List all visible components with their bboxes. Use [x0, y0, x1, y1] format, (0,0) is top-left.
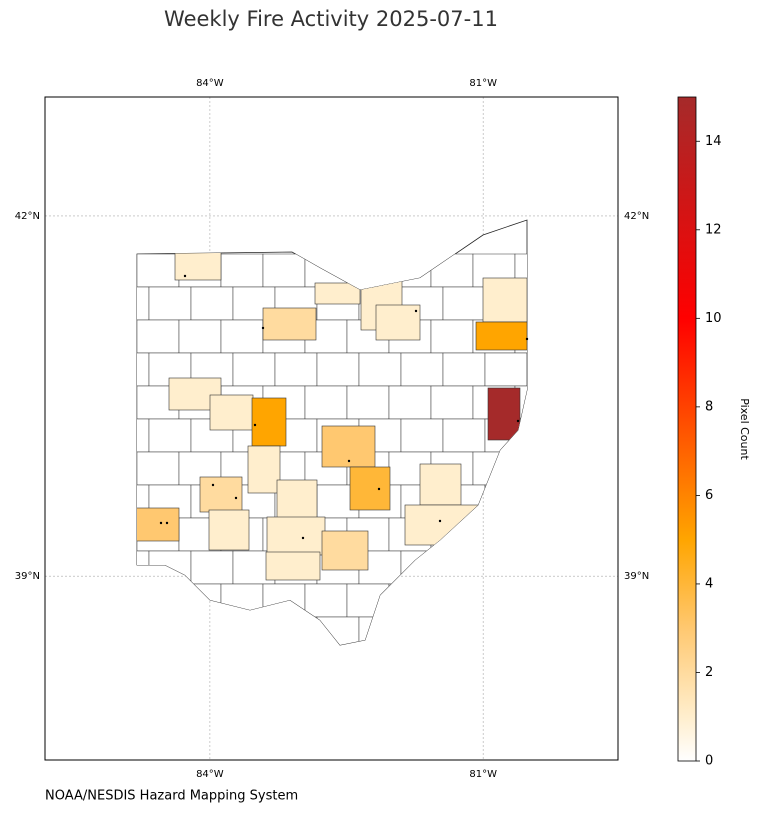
county: [304, 583, 348, 618]
county: [430, 319, 474, 354]
county-fire: [321, 530, 369, 571]
county: [137, 253, 180, 288]
county-fire: [247, 445, 281, 494]
county: [262, 253, 306, 288]
county-fire: [262, 307, 317, 341]
county: [442, 286, 486, 321]
county: [190, 286, 234, 321]
county-fire: [266, 516, 326, 556]
county-fire: [137, 507, 180, 542]
county: [220, 253, 264, 288]
county: [148, 286, 192, 321]
colorbar-tick-label: 12: [705, 222, 722, 237]
county: [346, 385, 390, 420]
lon-label-bottom: 84°W: [196, 769, 224, 780]
county: [442, 352, 486, 387]
colorbar-tick-label: 14: [705, 134, 722, 149]
lon-label-bottom: 81°W: [469, 769, 497, 780]
fire-detection: [261, 326, 265, 330]
county: [274, 352, 318, 387]
lat-label-right: 39°N: [624, 571, 649, 582]
fire-detection: [183, 274, 187, 278]
county: [137, 451, 180, 486]
county-fire: [375, 304, 421, 341]
county: [190, 550, 234, 585]
map-title: Weekly Fire Activity 2025-07-11: [164, 7, 498, 31]
colorbar-tick-label: 2: [705, 665, 713, 680]
fire-detection: [438, 519, 442, 523]
lon-label-top: 84°W: [196, 78, 224, 89]
fire-detection: [414, 309, 418, 313]
county: [484, 352, 527, 387]
county-fire: [419, 463, 462, 506]
county-fire: [208, 509, 250, 551]
fire-detection: [516, 419, 520, 423]
colorbar-label: Pixel Count: [738, 398, 751, 460]
county: [148, 418, 192, 453]
lat-label-left: 39°N: [15, 571, 40, 582]
fire-detection: [165, 521, 169, 525]
fire-detection: [301, 536, 305, 540]
county-fire: [314, 282, 361, 305]
colorbar-tick-label: 10: [705, 311, 722, 326]
fire-detection: [211, 483, 215, 487]
county-fire: [482, 277, 527, 323]
county: [316, 352, 360, 387]
county: [220, 319, 264, 354]
fire-detection: [377, 487, 381, 491]
county: [358, 352, 402, 387]
county: [430, 385, 474, 420]
lat-label-right: 42°N: [624, 211, 649, 222]
county-fire: [487, 387, 521, 441]
county-fire: [475, 321, 527, 351]
fire-detection: [347, 459, 351, 463]
county-fire: [209, 394, 254, 431]
map-frame: [44, 96, 619, 761]
county: [400, 352, 444, 387]
county: [400, 418, 444, 453]
county: [388, 385, 432, 420]
colorbar-tick-label: 4: [705, 576, 713, 591]
county: [178, 319, 222, 354]
county: [442, 418, 486, 453]
colorbar-tick-label: 0: [705, 754, 713, 769]
fire-detection: [234, 496, 238, 500]
colorbar-tick-label: 6: [705, 488, 713, 503]
county-fire: [276, 479, 318, 521]
county-fire: [349, 466, 391, 511]
county-fire: [174, 251, 222, 281]
lat-label-left: 42°N: [15, 211, 40, 222]
county-fire: [251, 397, 287, 447]
county: [137, 319, 180, 354]
colorbar: [677, 96, 697, 762]
fire-detection: [253, 423, 257, 427]
source-note: NOAA/NESDIS Hazard Mapping System: [45, 789, 298, 804]
county: [304, 385, 348, 420]
lon-label-top: 81°W: [469, 78, 497, 89]
county: [232, 352, 276, 387]
county-fire: [199, 476, 243, 513]
colorbar-tick-label: 8: [705, 399, 713, 414]
fire-detection: [525, 337, 529, 341]
county-fire: [265, 551, 321, 581]
fire-detection: [159, 521, 163, 525]
